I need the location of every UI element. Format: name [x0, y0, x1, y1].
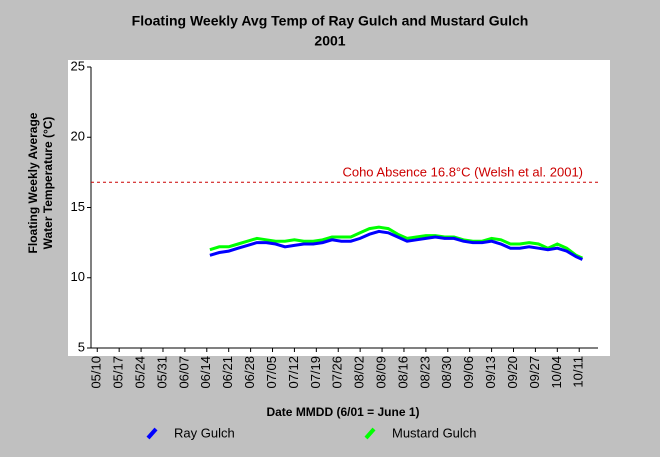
reference-label: Coho Absence 16.8°C (Welsh et al. 2001)	[342, 165, 583, 180]
x-tick-label: 08/16	[395, 356, 410, 389]
legend-swatch	[364, 427, 376, 440]
x-tick-label: 06/28	[242, 356, 257, 389]
y-tick-label: 15	[71, 199, 85, 214]
series-line	[209, 229, 584, 261]
x-tick-label: 08/30	[439, 356, 454, 389]
x-tick-label: 08/02	[352, 356, 367, 389]
x-tick-label: 05/17	[111, 356, 126, 389]
x-tick-label: 07/26	[330, 356, 345, 389]
y-tick-label: 20	[71, 129, 85, 144]
x-tick-label: 05/10	[89, 356, 104, 389]
legend-label: Mustard Gulch	[392, 425, 477, 440]
x-axis-label: Date MMDD (6/01 = June 1)	[266, 405, 419, 419]
y-tick-label: 25	[71, 58, 85, 73]
x-tick-label: 07/05	[264, 356, 279, 389]
x-tick-label: 06/21	[220, 356, 235, 389]
x-tick-label: 05/24	[133, 356, 148, 389]
y-tick-label: 5	[78, 339, 85, 354]
chart-title: Floating Weekly Avg Temp of Ray Gulch an…	[132, 13, 529, 29]
x-tick-label: 08/23	[417, 356, 432, 389]
x-tick-label: 07/12	[286, 356, 301, 389]
x-tick-label: 09/06	[461, 356, 476, 389]
x-tick-label: 07/19	[308, 356, 323, 389]
legend-swatch	[146, 427, 158, 440]
y-tick-label: 10	[71, 269, 85, 284]
legend-label: Ray Gulch	[174, 425, 235, 440]
y-axis-label: Water Temperature (°C)	[41, 117, 55, 250]
x-tick-label: 05/31	[154, 356, 169, 389]
x-tick-label: 10/11	[571, 356, 586, 388]
x-tick-label: 09/13	[483, 356, 498, 389]
plot-panel	[68, 60, 610, 356]
x-tick-label: 10/04	[549, 356, 564, 389]
y-axis-label: Floating Weekly Average	[26, 112, 40, 253]
chart-subtitle: 2001	[314, 33, 345, 49]
x-tick-label: 06/14	[198, 356, 213, 389]
x-tick-label: 09/20	[505, 356, 520, 389]
x-tick-label: 09/27	[527, 356, 542, 389]
x-tick-label: 06/07	[176, 356, 191, 389]
x-tick-label: 08/09	[373, 356, 388, 389]
series-line	[209, 225, 584, 260]
